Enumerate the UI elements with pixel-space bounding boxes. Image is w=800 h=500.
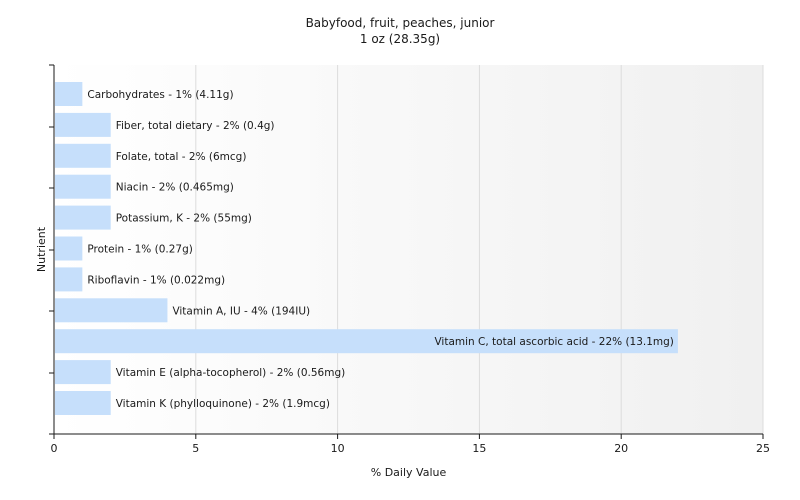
gridlines — [195, 65, 764, 434]
bar-label: Folate, total - 2% (6mcg) — [116, 151, 247, 163]
bar-label: Niacin - 2% (0.465mg) — [116, 182, 234, 194]
y-axis-label: Nutrient — [35, 226, 48, 272]
chart-subtitle: 1 oz (28.35g) — [359, 32, 441, 46]
bar — [55, 267, 83, 292]
bar — [55, 329, 678, 354]
bar-label: Vitamin E (alpha-tocopherol) - 2% (0.56m… — [116, 367, 346, 379]
bar-label: Potassium, K - 2% (55mg) — [116, 213, 252, 225]
bar-label: Fiber, total dietary - 2% (0.4g) — [116, 120, 275, 132]
bar — [55, 298, 168, 323]
plot-area — [54, 65, 763, 434]
x-tick-label: 10 — [331, 442, 345, 455]
x-tick-label: 25 — [756, 442, 770, 455]
bar — [55, 112, 111, 137]
x-tick-label: 5 — [192, 442, 199, 455]
chart-title: Babyfood, fruit, peaches, junior — [305, 16, 495, 30]
bar — [55, 391, 111, 415]
bar-label: Protein - 1% (0.27g) — [87, 244, 193, 256]
bar-label: Carbohydrates - 1% (4.11g) — [87, 89, 233, 101]
axes: 0 5 10 15 20 25 — [49, 64, 770, 455]
bar — [55, 205, 111, 230]
bar-label: Riboflavin - 1% (0.022mg) — [87, 274, 225, 286]
bar-label: Vitamin K (phylloquinone) - 2% (1.9mcg) — [116, 398, 330, 410]
bar — [55, 174, 111, 199]
bar — [55, 236, 83, 261]
bar — [55, 143, 111, 168]
bar — [55, 360, 111, 385]
x-tick-label: 0 — [51, 442, 58, 455]
bar-label: Vitamin A, IU - 4% (194IU) — [172, 305, 310, 317]
x-axis-label: % Daily Value — [371, 466, 447, 479]
bars: Carbohydrates - 1% (4.11g) Fiber, total d… — [55, 82, 678, 415]
bar — [55, 82, 83, 106]
x-tick-label: 15 — [472, 442, 486, 455]
bar-label: Vitamin C, total ascorbic acid - 22% (13… — [434, 336, 673, 348]
x-tick-label: 20 — [614, 442, 628, 455]
